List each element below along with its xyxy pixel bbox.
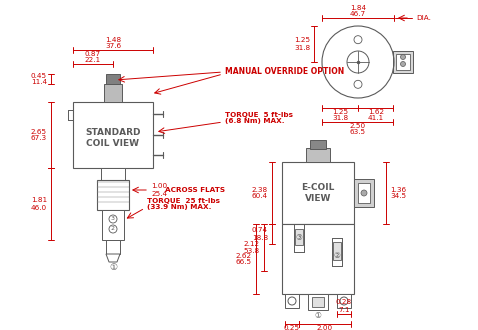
Bar <box>285 294 299 308</box>
Circle shape <box>401 54 405 59</box>
Bar <box>106 240 120 254</box>
Text: 0.74
18.8: 0.74 18.8 <box>252 227 268 241</box>
Text: 0.28
7.1: 0.28 7.1 <box>336 300 352 313</box>
Bar <box>282 224 354 294</box>
Text: 0.87
22.1: 0.87 22.1 <box>85 50 101 63</box>
Text: 2.00
50.8: 2.00 50.8 <box>317 325 333 330</box>
Text: ACROSS FLATS: ACROSS FLATS <box>165 187 225 193</box>
Bar <box>396 54 410 70</box>
Text: 2: 2 <box>111 226 115 232</box>
Text: 0.25
6.4: 0.25 6.4 <box>284 325 300 330</box>
Bar <box>358 183 370 203</box>
Bar <box>393 51 413 73</box>
Text: 1.25
31.8: 1.25 31.8 <box>332 109 348 121</box>
Bar <box>337 294 351 308</box>
Text: 2.65
67.3: 2.65 67.3 <box>31 128 47 142</box>
Bar <box>354 179 374 207</box>
Text: 1.62
41.1: 1.62 41.1 <box>368 109 384 121</box>
Circle shape <box>401 61 405 67</box>
Text: TORQUE  25 ft-lbs
(33.9 Nm) MAX.: TORQUE 25 ft-lbs (33.9 Nm) MAX. <box>147 197 220 211</box>
Text: 2.50
63.5: 2.50 63.5 <box>350 122 366 136</box>
Text: 1.81
46.0: 1.81 46.0 <box>31 197 47 211</box>
Text: 1.25
31.8: 1.25 31.8 <box>294 38 310 50</box>
Text: ③: ③ <box>295 234 303 243</box>
Bar <box>312 297 324 307</box>
Bar <box>106 74 120 84</box>
Bar <box>73 102 153 168</box>
Text: DIA.: DIA. <box>416 15 431 21</box>
Bar <box>333 242 341 260</box>
Text: E-COIL
VIEW: E-COIL VIEW <box>301 183 335 203</box>
Bar <box>310 140 326 149</box>
Text: STANDARD
COIL VIEW: STANDARD COIL VIEW <box>85 128 141 148</box>
Circle shape <box>288 297 296 305</box>
Text: ②: ② <box>334 251 340 260</box>
Circle shape <box>361 190 367 196</box>
Text: 2.62
66.5: 2.62 66.5 <box>236 252 252 266</box>
Bar <box>306 148 330 162</box>
Polygon shape <box>106 254 120 262</box>
Text: TORQUE  5 ft-lbs
(6.8 Nm) MAX.: TORQUE 5 ft-lbs (6.8 Nm) MAX. <box>225 112 293 124</box>
Bar <box>102 210 124 240</box>
Text: 1.36
34.5: 1.36 34.5 <box>390 186 406 200</box>
Text: 0.45
11.4: 0.45 11.4 <box>31 73 47 85</box>
Text: 2.38
60.4: 2.38 60.4 <box>252 186 268 200</box>
Circle shape <box>340 297 348 305</box>
Text: 1.48
37.6: 1.48 37.6 <box>105 37 121 50</box>
Bar <box>97 180 129 210</box>
Text: MANUAL OVERRIDE OPTION: MANUAL OVERRIDE OPTION <box>225 68 344 77</box>
Bar <box>104 84 122 102</box>
Bar <box>101 168 125 180</box>
Text: 2.12
53.8: 2.12 53.8 <box>244 241 260 254</box>
Text: 3: 3 <box>111 216 115 221</box>
Text: ①: ① <box>109 263 117 273</box>
Bar <box>308 294 328 310</box>
Bar <box>282 162 354 224</box>
Bar <box>295 229 303 245</box>
Text: 1.84
46.7: 1.84 46.7 <box>350 5 366 17</box>
Text: 1.00
25.4: 1.00 25.4 <box>151 183 167 196</box>
Text: ①: ① <box>315 312 321 320</box>
